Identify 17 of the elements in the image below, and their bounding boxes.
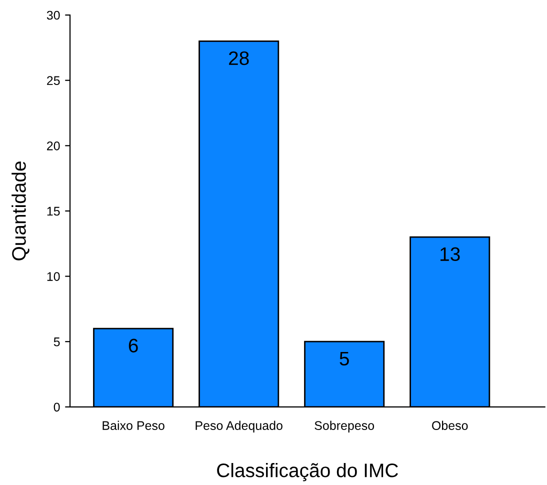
y-tick-label: 25 <box>47 76 60 85</box>
data-label: 5 <box>340 352 349 366</box>
x-tick-label: Baixo Peso <box>102 420 164 430</box>
x-tick-label: Sobrepeso <box>314 420 374 432</box>
y-tick-label: 20 <box>47 141 60 150</box>
y-axis-title: Quantidade <box>12 162 30 260</box>
x-tick-label: Peso Adequado <box>196 420 282 432</box>
y-tick-label: 15 <box>47 206 60 216</box>
y-tick-label: 10 <box>47 272 60 281</box>
x-tick-label: Obeso <box>432 420 468 430</box>
y-tick-label: 0 <box>54 402 60 412</box>
data-label: 6 <box>128 338 138 352</box>
x-axis-title: Classificação do IMC <box>217 463 398 482</box>
data-label: 13 <box>440 247 460 262</box>
y-tick-label: 30 <box>46 10 60 20</box>
data-label: 28 <box>229 51 249 66</box>
y-tick-label: 5 <box>54 338 60 346</box>
